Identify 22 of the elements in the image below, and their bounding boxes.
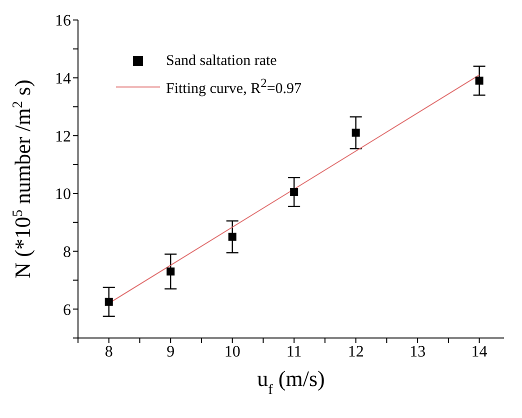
- y-tick-label: 12: [55, 128, 71, 146]
- point: [290, 188, 298, 196]
- y-tick-label: 8: [63, 244, 71, 261]
- y-tick-label: 10: [55, 186, 71, 204]
- y-tick-label: 6: [63, 302, 71, 319]
- x-tick-label: 10: [224, 343, 240, 360]
- y-tick-label: 14: [55, 70, 71, 88]
- legend-label: Fitting curve, R$^{2}$=0.97: [166, 76, 302, 98]
- x-axis-title: u$_{f}$ (m/s): [257, 366, 325, 398]
- point: [352, 128, 360, 137]
- x-tick-label: 8: [104, 343, 113, 360]
- legend-label: Sand saltation rate: [166, 52, 277, 70]
- point: [104, 298, 113, 306]
- x-tick-label: 11: [286, 343, 302, 360]
- x-tick-label: 12: [348, 343, 364, 360]
- x-tick-label: 9: [166, 343, 175, 360]
- x-tick-label: 14: [471, 343, 488, 360]
- x-tick-label: 13: [410, 343, 426, 360]
- point: [228, 232, 236, 241]
- point: [166, 268, 175, 276]
- y-tick-label: 16: [55, 12, 71, 30]
- point: [475, 76, 484, 85]
